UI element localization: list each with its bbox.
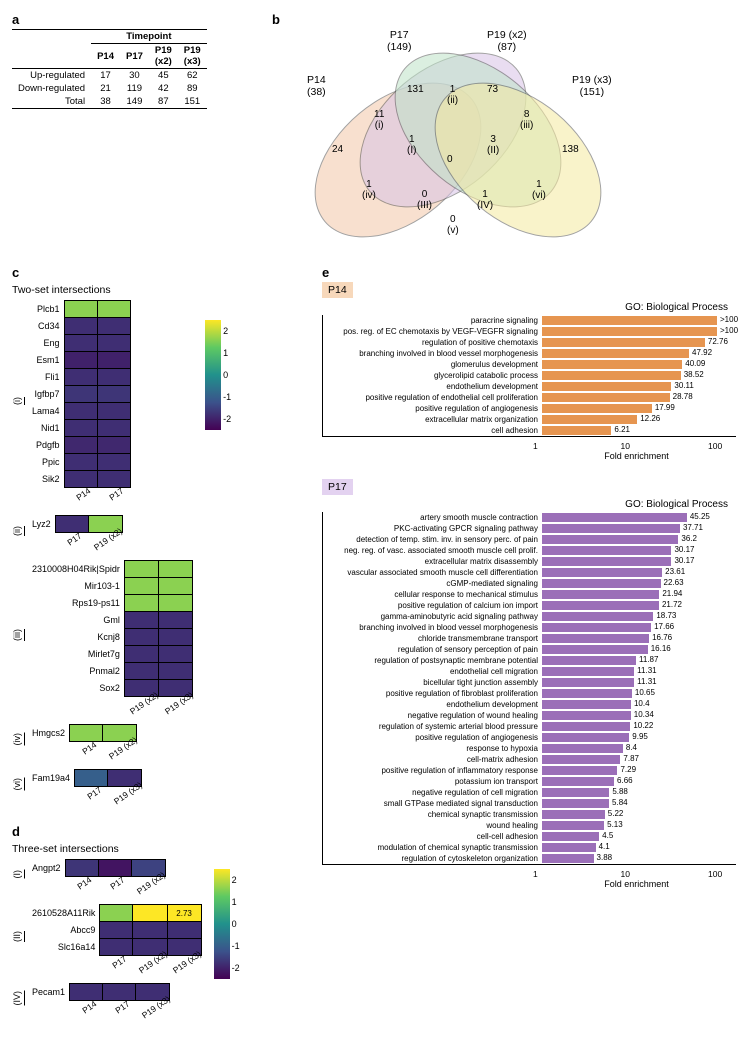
colorbar-d: 210-1-2 <box>214 869 230 979</box>
panel-d-label: d <box>12 824 312 839</box>
panel-b-label: b <box>272 12 736 27</box>
panel-e-label: e <box>322 265 736 280</box>
heatmaps-d: (I)Angpt2P14P17P19 (x2)(II)2610528A11Rik… <box>12 859 202 1028</box>
colorbar-c: 210-1-2 <box>205 320 221 430</box>
heatmaps-c: (i)Plcb1Cd34EngEsm1Fli1Igfbp7Lama4Nid1Pd… <box>12 300 193 814</box>
panel-a-label: a <box>12 12 272 27</box>
venn-diagram: P14(38)P17(149)P19 (x2)(87)P19 (x3)(151)… <box>272 29 612 259</box>
go-charts: P14GO: Biological Processparacrine signa… <box>322 282 736 889</box>
panel-d-title: Three-set intersections <box>12 843 312 855</box>
table-a: TimepointP14P17P19(x2)P19(x3)Up-regulate… <box>12 29 207 109</box>
panel-c-label: c <box>12 265 312 280</box>
panel-c-title: Two-set intersections <box>12 284 312 296</box>
